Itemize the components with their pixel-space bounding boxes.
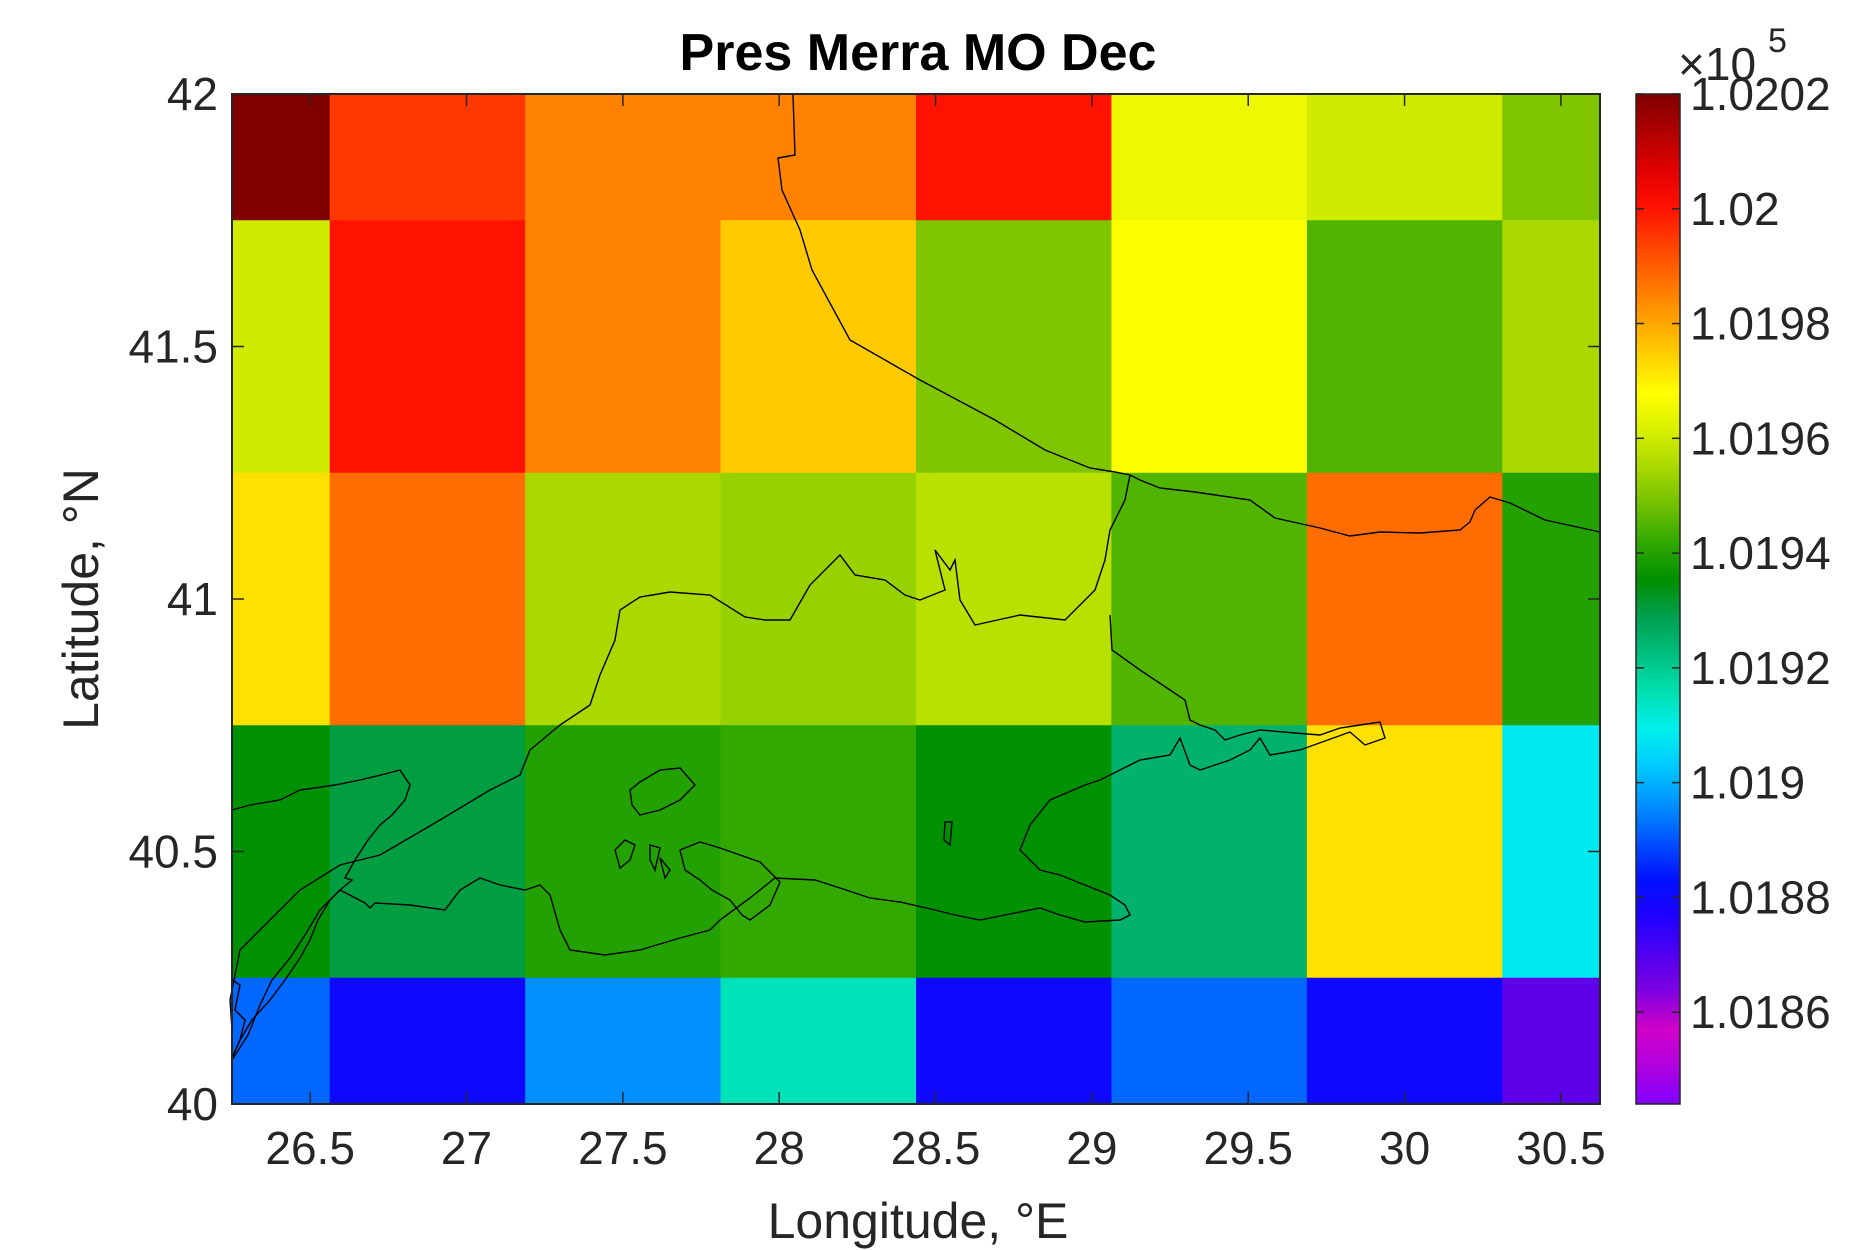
colorbar-tick-label: 1.019 — [1690, 757, 1805, 809]
heatmap-cell — [329, 725, 526, 979]
heatmap-cell — [525, 94, 722, 221]
coastline-kapidag — [679, 841, 781, 921]
x-tick-label: 27 — [441, 1122, 492, 1174]
chart-title: Pres Merra MO Dec — [680, 24, 1157, 82]
heatmap-cell — [916, 725, 1112, 979]
colorbar-tick-label: 1.0188 — [1690, 871, 1831, 923]
coastline-southwest-islets — [614, 839, 671, 880]
heatmap-cell — [720, 94, 917, 221]
heatmap-cell — [1306, 725, 1503, 979]
heatmap-cell — [720, 472, 917, 726]
colorbar-multiplier-exponent: 5 — [1768, 22, 1787, 60]
heatmap-cell — [1306, 472, 1503, 726]
heatmap-cell — [1111, 725, 1308, 979]
colorbar-tick-label: 1.0186 — [1690, 986, 1831, 1038]
x-tick-label: 27.5 — [578, 1122, 668, 1174]
heatmap-cell — [1502, 977, 1601, 1105]
heatmap-cell — [232, 472, 331, 726]
heatmap-cell — [232, 94, 331, 221]
coastline-gallipoli-west — [231, 769, 411, 1059]
y-tick-label: 40.5 — [128, 826, 218, 878]
colorbar-tick-label: 1.0192 — [1690, 642, 1831, 694]
heatmap-cell — [1502, 725, 1601, 979]
heatmap-cell — [1306, 220, 1503, 474]
heatmap-cell — [1306, 977, 1503, 1105]
heatmap-cell — [525, 472, 722, 726]
heatmap-cell — [232, 977, 331, 1105]
x-tick-label: 30 — [1379, 1122, 1430, 1174]
x-tick-label: 30.5 — [1516, 1122, 1606, 1174]
heatmap-cell — [1111, 977, 1308, 1105]
coastline-marmara-north-east — [1129, 474, 1601, 537]
coastline-marmara-island — [629, 767, 696, 816]
heatmap-cell — [916, 94, 1112, 221]
heatmap-cell — [720, 220, 917, 474]
colorbar-tick-label: 1.02 — [1690, 183, 1780, 235]
y-tick-label: 40 — [167, 1078, 218, 1130]
x-tick-label: 29.5 — [1203, 1122, 1293, 1174]
heatmap-cell — [525, 220, 722, 474]
heatmap-cell — [1502, 472, 1601, 726]
heatmap-cell — [720, 977, 917, 1105]
x-tick-label: 29 — [1066, 1122, 1117, 1174]
heatmap-cell — [1502, 220, 1601, 474]
coastline-izmit-gulf — [231, 614, 1386, 1061]
x-tick-label: 28 — [754, 1122, 805, 1174]
heatmap-cell — [1111, 94, 1308, 221]
y-axis-label: Latitude, °N — [53, 468, 109, 730]
y-axis-ticks: 40 40.5 41 41.5 42 — [128, 68, 1600, 1130]
heatmap-cell — [329, 977, 526, 1105]
colorbar-multiplier: ×10 5 — [1678, 22, 1787, 90]
y-tick-label: 41.5 — [128, 321, 218, 373]
heatmap-cell — [329, 94, 526, 221]
colorbar — [1635, 93, 1681, 1105]
x-tick-label: 26.5 — [265, 1122, 355, 1174]
coastline-bosphorus-east — [777, 94, 1131, 476]
heatmap-cell — [916, 977, 1112, 1105]
y-tick-label: 41 — [167, 573, 218, 625]
heatmap-cell — [329, 220, 526, 474]
heatmap-cell — [1306, 94, 1503, 221]
heatmap-cell — [1111, 472, 1308, 726]
x-axis-label: Longitude, °E — [768, 1193, 1069, 1249]
heatmap-cell — [525, 977, 722, 1105]
heatmap-cell — [720, 725, 917, 979]
coastline — [229, 94, 1601, 1061]
coastline-south-bottom — [231, 979, 246, 1059]
heatmap-cell — [232, 220, 331, 474]
colorbar-multiplier-base: ×10 — [1678, 38, 1756, 90]
colorbar-tick-label: 1.0198 — [1690, 298, 1831, 350]
x-axis-ticks: 26.5 27 27.5 28 28.5 29 29.5 30 30.5 — [265, 94, 1606, 1174]
heatmap-cell — [525, 725, 722, 979]
colorbar-ticks: 1.0186 1.0188 1.019 1.0192 1.0194 1.0196 1.019… — [1636, 68, 1831, 1038]
heatmap-cell — [1111, 220, 1308, 474]
heatmap-cell — [916, 220, 1112, 474]
coastline-islet-small — [943, 821, 953, 847]
coastline-istanbul-thrace — [229, 474, 1131, 1031]
heatmap-cell — [329, 472, 526, 726]
colorbar-tick-label: 1.0196 — [1690, 412, 1831, 464]
heatmap-cell — [1502, 94, 1601, 221]
colorbar-tick-label: 1.0194 — [1690, 527, 1831, 579]
x-tick-label: 28.5 — [891, 1122, 981, 1174]
heatmap-cell — [916, 472, 1112, 726]
heatmap-cell — [232, 725, 331, 979]
y-tick-label: 42 — [167, 68, 218, 120]
colorbar-tick-label: 1.0202 — [1690, 68, 1831, 120]
